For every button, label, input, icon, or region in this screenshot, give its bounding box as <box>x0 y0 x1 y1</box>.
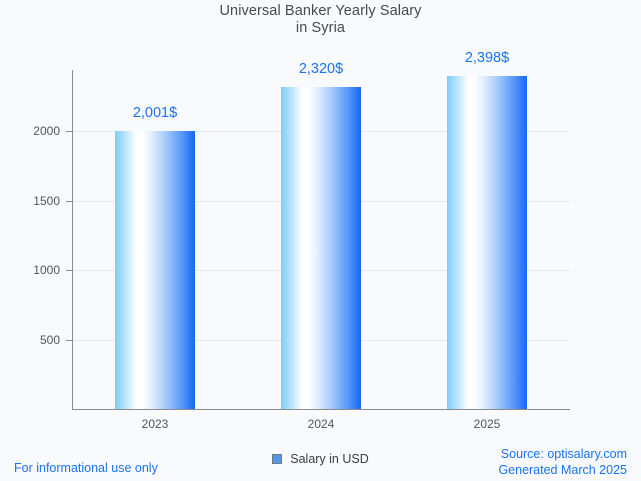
disclaimer-text: For informational use only <box>14 461 158 475</box>
y-axis-tick-mark <box>66 270 72 272</box>
bar-2025[interactable] <box>447 76 527 409</box>
chart-title-line-1: Universal Banker Yearly Salary <box>219 3 422 19</box>
y-axis-tick-label: 1000 <box>33 263 60 278</box>
x-axis-tick-label-2024: 2024 <box>307 417 335 431</box>
bar-2024[interactable] <box>281 86 361 409</box>
generated-text: Generated March 2025 <box>498 463 627 477</box>
y-axis-tick-mark <box>66 200 72 202</box>
bar-value-label-2023: 2,001$ <box>132 105 178 122</box>
chart-title-line-2: in Syria <box>295 20 346 36</box>
y-axis-tick-label: 500 <box>39 332 60 347</box>
source-text: Source: optisalary.com <box>500 447 627 461</box>
y-axis-tick-mark <box>66 339 72 341</box>
bar-2023[interactable] <box>115 131 195 409</box>
chart-title: Universal Banker Yearly Salary in Syria <box>0 3 641 37</box>
y-axis-line <box>72 70 73 410</box>
y-axis-tick-label: 2000 <box>33 124 60 139</box>
x-axis-tick-label-2023: 2023 <box>141 417 169 431</box>
x-axis-line <box>72 409 570 410</box>
chart-legend: Salary in USD <box>0 452 641 466</box>
square-marker-icon <box>272 454 283 464</box>
bar-value-label-2024: 2,320$ <box>298 60 344 77</box>
x-axis-tick-label-2025: 2025 <box>473 417 501 431</box>
y-axis-tick-label: 1500 <box>33 193 60 208</box>
legend-item-label: Salary in USD <box>290 452 369 466</box>
bar-value-label-2025: 2,398$ <box>464 50 510 67</box>
source-block: Source: optisalary.com Generated March 2… <box>498 446 627 478</box>
y-axis-tick-mark <box>66 131 72 133</box>
